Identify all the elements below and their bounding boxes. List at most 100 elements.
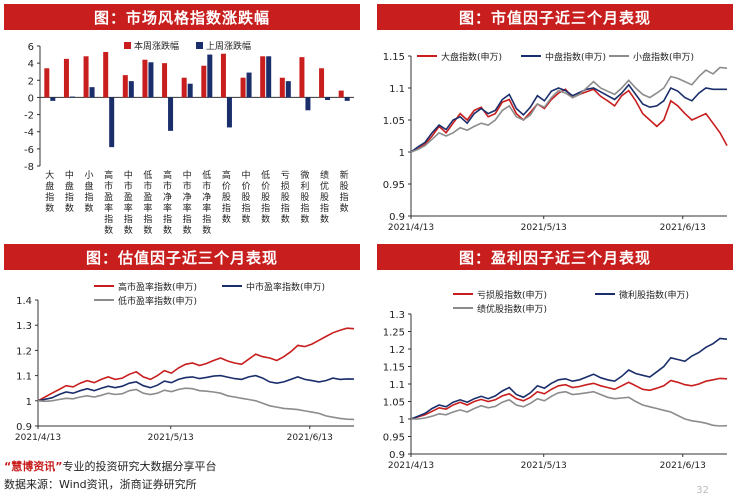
legend-swatch [124, 42, 131, 49]
legend-label: 小盘指数(申万) [633, 51, 694, 63]
category-label: 微利股指数 [300, 169, 309, 225]
x-tick-label: 2021/5/13 [521, 223, 567, 233]
category-label: 小盘指数 [85, 170, 94, 214]
y-tick-label: 0.9 [16, 422, 32, 433]
bar-this-week [260, 56, 266, 98]
legend-label: 中盘指数(申万) [545, 51, 606, 63]
footer-source-line1: “慧博资讯”专业的投资研究大数据分享平台 [4, 458, 216, 474]
panel-title-style: 图：市场风格指数涨跌幅 [4, 4, 360, 30]
bar-this-week [201, 65, 207, 98]
series-line-navy [410, 337, 728, 420]
y-tick-label: 1.15 [383, 52, 405, 63]
bar-this-week [220, 53, 226, 98]
y-tick-label: 2 [28, 76, 34, 87]
y-tick-label: 1.3 [389, 310, 405, 321]
category-label: 高价股指数 [222, 169, 231, 225]
size-factor-line-chart: 0.9 0.95 1 1.05 1.1 1.15 2021/4/13 2021/5/13 202… [383, 51, 728, 233]
y-tick-label: 1.05 [383, 398, 405, 409]
legend-swatch [196, 42, 203, 49]
x-tick-label: 2021/4/13 [15, 433, 61, 443]
category-label: 高市盈率指数 [104, 169, 113, 236]
legend-label: 低市盈率指数(申万) [118, 295, 197, 307]
category-label: 中盘指数 [65, 169, 74, 214]
bar-last-week [128, 81, 134, 98]
bar-this-week [162, 63, 168, 98]
y-tick-label: 0.95 [383, 180, 405, 191]
legend-label: 大盘指数(申万) [441, 51, 502, 63]
panel-title-size: 图：市值因子近三个月表现 [377, 4, 733, 30]
y-tick-label: 1 [399, 415, 405, 426]
y-tick-label: 1.2 [389, 345, 405, 356]
category-label: 亏损股指数 [281, 170, 290, 225]
y-tick-label: -6 [24, 145, 34, 156]
x-tick-label: 2021/4/13 [388, 223, 434, 233]
series-line-gray [410, 66, 728, 153]
y-tick-label: 1.1 [389, 380, 405, 391]
value-factor-line-chart: 0.9 1 1.1 1.2 1.3 1.4 2021/4/13 2021/5/13 2021/6… [15, 281, 355, 443]
series-line-red [37, 327, 355, 402]
series-line-navy [37, 374, 355, 402]
x-tick-label: 2021/4/13 [388, 461, 434, 471]
y-tick-label: 0.9 [389, 212, 405, 223]
x-tick-label: 2021/6/13 [660, 223, 706, 233]
series-line-gray [411, 390, 728, 427]
category-label: 低价股指数 [261, 169, 270, 225]
bar-this-week [319, 68, 325, 98]
bar-this-week [299, 57, 305, 98]
legend-label: 高市盈率指数(申万) [118, 281, 197, 293]
bar-last-week [50, 97, 56, 101]
legend-label: 上周涨跌幅 [206, 40, 251, 52]
category-label: 中市净率指数 [183, 169, 192, 236]
legend-label: 微利股指数(申万) [619, 289, 689, 301]
bar-this-week [63, 58, 69, 98]
bar-this-week [338, 90, 344, 98]
x-tick-label: 2021/5/13 [148, 433, 194, 443]
series-line-gray [37, 387, 355, 421]
bar-last-week [109, 97, 115, 148]
bar-last-week [69, 96, 75, 98]
category-label: 低市盈率指数 [143, 169, 152, 236]
bar-this-week [103, 52, 109, 98]
y-tick-label: 1.1 [16, 372, 32, 383]
series-line-red [410, 377, 728, 420]
x-tick-label: 2021/6/13 [287, 433, 333, 443]
category-label: 绩优股指数 [320, 169, 329, 225]
y-tick-label: 1.4 [16, 296, 32, 307]
x-tick-label: 2021/6/13 [660, 461, 706, 471]
bar-last-week [305, 97, 311, 111]
y-tick-label: 1.05 [383, 116, 405, 127]
y-tick-label: -8 [24, 162, 34, 173]
bar-last-week [89, 87, 95, 98]
y-tick-label: 1.2 [16, 346, 32, 357]
legend-label: 中市盈率指数(申万) [246, 281, 325, 293]
legend-label: 绩优股指数(申万) [477, 303, 547, 315]
bar-last-week [325, 97, 331, 100]
legend-label: 亏损股指数(申万) [477, 289, 547, 301]
page-number: 32 [696, 485, 709, 496]
bar-last-week [344, 97, 350, 101]
x-tick-label: 2021/5/13 [521, 461, 567, 471]
y-tick-label: 6 [28, 42, 34, 53]
legend-label: 本周涨跌幅 [134, 40, 179, 52]
bar-this-week [44, 68, 50, 98]
bar-this-week [240, 77, 246, 98]
category-label: 中市盈率指数 [124, 169, 133, 236]
style-index-bar-chart: -8 -6 -4 -2 0 2 4 6 大盘指数 中盘指数 小盘指数 高市盈率指数 中市盈率指数 低市盈率… [24, 40, 354, 236]
y-tick-label: 1 [399, 148, 405, 159]
y-tick-label: 1.1 [389, 84, 405, 95]
category-label: 大盘指数 [45, 169, 54, 214]
bar-last-week [226, 97, 232, 128]
y-tick-label: 1.15 [383, 363, 405, 374]
bar-this-week [181, 77, 187, 98]
bar-last-week [187, 83, 193, 98]
bar-last-week [285, 81, 291, 98]
y-tick-label: -4 [24, 128, 34, 139]
bar-last-week [207, 54, 213, 98]
y-tick-label: 1.25 [383, 328, 405, 339]
series-line-red [410, 88, 728, 153]
category-label: 中价股指数 [242, 169, 251, 225]
category-label: 新股指数 [340, 169, 349, 214]
series-line-navy [410, 83, 727, 153]
category-label: 高市净率指数 [163, 169, 172, 236]
bar-last-week [266, 56, 272, 98]
